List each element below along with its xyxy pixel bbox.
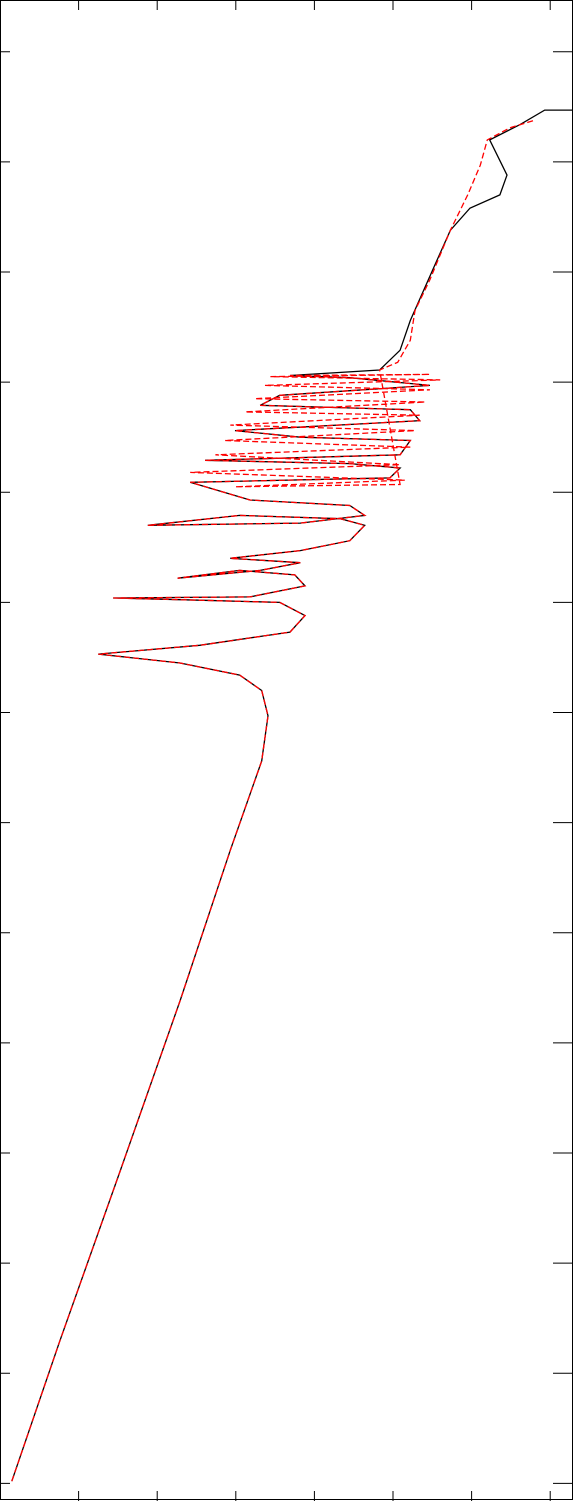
series-line xyxy=(11,109,573,1482)
series-line xyxy=(11,119,536,1482)
